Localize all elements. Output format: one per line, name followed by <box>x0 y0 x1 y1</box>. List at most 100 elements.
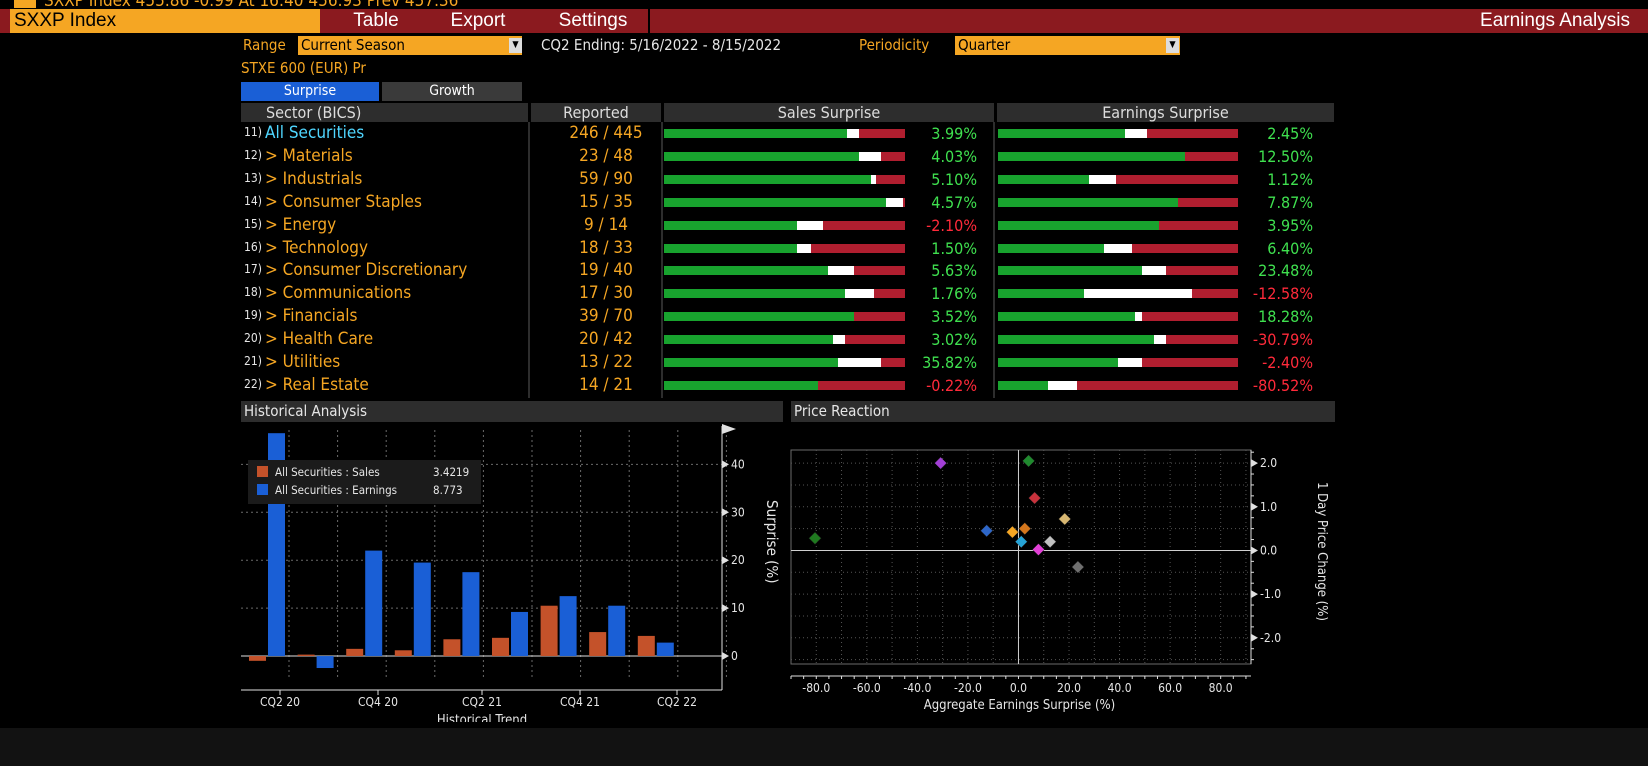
y-tick-label: 1.0 <box>1260 500 1277 514</box>
reported-count: 59 / 90 <box>579 168 633 189</box>
table-row[interactable]: 15) > Energy 9 / 14 -2.10% 3.95% <box>241 214 1341 237</box>
col-header-sales[interactable]: Sales Surprise <box>664 103 994 122</box>
sales-surprise-bar <box>664 289 905 299</box>
y-axis-label: Surprise (%) <box>763 500 781 584</box>
earnings-surprise-value: 12.50% <box>1258 146 1313 166</box>
menu-table[interactable]: Table <box>353 10 399 31</box>
earnings-surprise-bar <box>998 266 1238 276</box>
legend-series-name: All Securities : Earnings <box>275 483 397 497</box>
legend-swatch <box>257 484 268 495</box>
col-header-sector[interactable]: Sector (BICS) <box>241 103 528 122</box>
sales-surprise-value: 4.03% <box>931 146 977 166</box>
table-row[interactable]: 22) > Real Estate 14 / 21 -0.22% -80.52% <box>241 374 1341 397</box>
x-axis-label: Aggregate Earnings Surprise (%) <box>924 698 1115 713</box>
periodicity-dropdown[interactable]: Quarter <box>955 36 1180 55</box>
table-row[interactable]: 14) > Consumer Staples 15 / 35 4.57% 7.87% <box>241 191 1341 214</box>
bar-positive-fill <box>664 174 872 184</box>
bar-positive-fill <box>998 174 1090 184</box>
sales-surprise-value: 1.50% <box>931 238 977 258</box>
scatter-point <box>1018 522 1032 535</box>
y-tick-label: 30 <box>731 505 745 519</box>
range-dropdown[interactable]: Current Season <box>298 36 522 55</box>
earnings-surprise-bar <box>998 289 1238 299</box>
menu-settings[interactable]: Settings <box>558 10 628 31</box>
row-number: 18) <box>244 285 262 300</box>
x-tick-label: 0.0 <box>1010 681 1027 695</box>
table-row[interactable]: 17) > Consumer Discretionary 19 / 40 5.63% 2… <box>241 259 1341 282</box>
sales-surprise-bar <box>664 243 905 253</box>
scatter-point <box>980 524 993 538</box>
historical-analysis-chart: 0 10 20 30 40 Surprise (%) CQ2 20 CQ4 20 CQ2 21 C… <box>241 424 781 722</box>
sales-surprise-bar <box>664 129 905 138</box>
table-row[interactable]: 18) > Communications 17 / 30 1.76% -12.58% <box>241 282 1341 305</box>
row-number: 20) <box>244 331 262 346</box>
table-row[interactable]: 12) > Materials 23 / 48 4.03% 12.50% <box>241 145 1341 168</box>
sector-name: All Securities <box>265 123 365 143</box>
table-row[interactable]: 21) > Utilities 13 / 22 35.82% -2.40% <box>241 351 1341 374</box>
periodicity-dropdown-arrow-icon[interactable]: ▼ <box>1166 38 1179 53</box>
tick-marker-icon <box>1251 633 1258 642</box>
sales-surprise-value: 3.99% <box>931 124 977 143</box>
table-row[interactable]: 19) > Financials 39 / 70 3.52% 18.28% <box>241 305 1341 328</box>
x-tick-label: 40.0 <box>1108 681 1132 695</box>
tick-marker-icon <box>1251 459 1258 468</box>
row-number: 15) <box>244 216 262 231</box>
reported-count: 17 / 30 <box>579 283 633 304</box>
x-tick-label: -80.0 <box>802 681 830 695</box>
reported-count: 13 / 22 <box>579 352 633 372</box>
table-row[interactable]: 20) > Health Care 20 / 42 3.02% -30.79% <box>241 328 1341 351</box>
menu-export[interactable]: Export <box>450 10 506 31</box>
security-field[interactable]: SXXP Index <box>10 9 320 33</box>
table-row[interactable]: 11) All Securities 246 / 445 3.99% 2.45% <box>241 122 1341 145</box>
earnings-surprise-value: 1.12% <box>1267 169 1313 189</box>
sector-name: > Technology <box>265 237 369 258</box>
column-divider <box>661 122 663 398</box>
bar-positive-fill <box>664 312 855 322</box>
earnings-surprise-bar <box>998 197 1238 207</box>
earnings-bar <box>365 550 383 657</box>
sales-surprise-value: 1.76% <box>931 284 977 304</box>
x-tick-label: CQ2 21 <box>462 695 502 709</box>
x-tick-label: 80.0 <box>1209 681 1233 695</box>
scatter-point <box>1014 535 1028 549</box>
x-tick-label: -20.0 <box>954 681 982 695</box>
bar-highlight <box>885 197 903 207</box>
x-tick-label: 20.0 <box>1057 681 1081 695</box>
y-tick-label: -1.0 <box>1260 587 1281 601</box>
bar-highlight <box>1084 289 1193 299</box>
col-header-earnings[interactable]: Earnings Surprise <box>997 103 1334 122</box>
range-dropdown-arrow-icon[interactable]: ▼ <box>509 38 522 53</box>
sales-bar <box>249 656 266 661</box>
sales-surprise-bar <box>664 220 905 230</box>
sector-name: > Communications <box>265 283 412 304</box>
bar-highlight <box>859 151 881 161</box>
page-title: Earnings Analysis <box>1480 10 1630 31</box>
x-tick-label: -40.0 <box>903 681 931 695</box>
sales-bar <box>297 654 315 657</box>
y-tick-label: 40 <box>731 457 745 471</box>
reported-count: 19 / 40 <box>579 260 633 281</box>
bar-positive-fill <box>998 151 1186 161</box>
sector-name: > Industrials <box>265 168 363 189</box>
status-badge <box>14 0 36 8</box>
column-divider <box>528 122 530 398</box>
x-tick-label: -60.0 <box>853 681 881 695</box>
tab-growth[interactable]: Growth <box>382 82 522 101</box>
reported-count: 14 / 21 <box>579 374 633 395</box>
earnings-surprise-bar <box>998 151 1238 161</box>
earnings-surprise-bar <box>998 220 1238 230</box>
table-row[interactable]: 16) > Technology 18 / 33 1.50% 6.40% <box>241 237 1341 260</box>
x-tick-label: CQ2 22 <box>657 695 697 709</box>
earnings-surprise-bar <box>998 380 1238 390</box>
col-header-reported[interactable]: Reported <box>531 103 661 122</box>
sector-name: > Health Care <box>265 329 374 350</box>
bar-positive-fill <box>664 335 833 345</box>
earnings-surprise-value: -30.79% <box>1252 330 1313 350</box>
bar-positive-fill <box>664 243 797 253</box>
tab-surprise[interactable]: Surprise <box>241 82 379 101</box>
y-tick-label: 20 <box>731 553 745 567</box>
row-number: 21) <box>244 354 262 368</box>
table-row[interactable]: 13) > Industrials 59 / 90 5.10% 1.12% <box>241 168 1341 191</box>
range-value: Current Season <box>301 36 405 54</box>
sales-surprise-bar <box>664 174 905 184</box>
